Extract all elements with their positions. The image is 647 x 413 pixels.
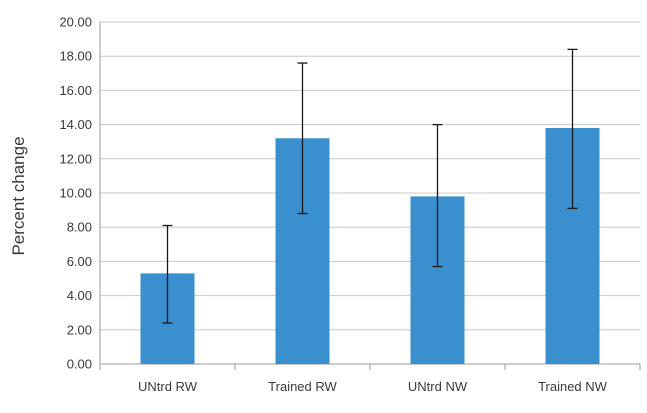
y-tick-label: 8.00 xyxy=(67,220,92,235)
error-bars xyxy=(162,48,578,324)
y-tick-label: 20.00 xyxy=(59,15,92,30)
x-tick-label: UNtrd NW xyxy=(408,379,468,394)
y-tick-label: 16.00 xyxy=(59,83,92,98)
y-tick-label: 10.00 xyxy=(59,186,92,201)
y-tick-label: 18.00 xyxy=(59,49,92,64)
y-tick-label: 4.00 xyxy=(67,288,92,303)
y-tick-label: 12.00 xyxy=(59,151,92,166)
bars xyxy=(140,128,600,364)
y-tick-label: 0.00 xyxy=(67,357,92,372)
y-tick-label: 2.00 xyxy=(67,322,92,337)
x-tick-label: Trained NW xyxy=(538,379,608,394)
x-tick-labels: UNtrd RW Trained RW UNtrd NW Trained NW xyxy=(138,379,608,394)
x-tick-label: Trained RW xyxy=(268,379,337,394)
y-axis-label: Percent change xyxy=(9,136,28,255)
x-tick-label: UNtrd RW xyxy=(138,379,198,394)
y-tick-labels: 0.00 2.00 4.00 6.00 8.00 10.00 12.00 14.00 16.00… xyxy=(59,15,92,372)
y-tick-label: 14.00 xyxy=(59,117,92,132)
y-tick-label: 6.00 xyxy=(67,254,92,269)
